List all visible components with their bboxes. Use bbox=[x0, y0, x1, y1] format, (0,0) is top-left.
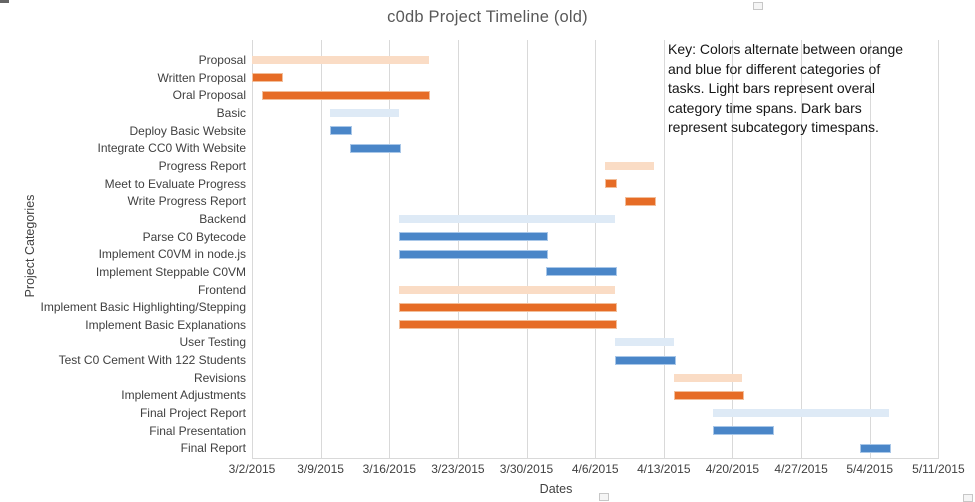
category-label: Progress Report bbox=[158, 158, 246, 173]
category-label: Frontend bbox=[197, 282, 246, 297]
gantt-bar bbox=[252, 56, 429, 64]
category-label: Implement Basic Highlighting/Stepping bbox=[40, 300, 246, 315]
category-label: Implement Basic Explanations bbox=[85, 317, 246, 332]
category-label: Test C0 Cement With 122 Students bbox=[58, 353, 246, 368]
category-label: Revisions bbox=[193, 370, 246, 385]
category-label: Deploy Basic Website bbox=[129, 123, 247, 138]
gantt-bar bbox=[605, 179, 617, 189]
x-axis-title: Dates bbox=[539, 482, 573, 496]
gantt-bar bbox=[399, 249, 549, 259]
gantt-bar bbox=[399, 285, 615, 294]
gantt-bar bbox=[399, 232, 549, 241]
key-annotation: Key: Colors alternate between orange and… bbox=[668, 41, 904, 135]
gantt-bar bbox=[614, 338, 674, 347]
slide-handle-icon bbox=[753, 2, 763, 10]
x-axis-tick-label: 3/9/2015 bbox=[297, 462, 344, 476]
gridline bbox=[801, 40, 803, 458]
category-label: Implement Adjustments bbox=[121, 388, 246, 403]
gantt-bar bbox=[330, 109, 399, 117]
gantt-bar bbox=[350, 143, 402, 153]
gantt-bar bbox=[605, 161, 654, 170]
y-axis-title: Project Categories bbox=[23, 194, 37, 298]
category-label: Backend bbox=[199, 211, 246, 226]
screenshot-edge-artifact bbox=[0, 0, 9, 3]
x-axis-tick-label: 4/13/2015 bbox=[637, 462, 691, 476]
chart-title: c0db Project Timeline (old) bbox=[387, 8, 588, 26]
gridline bbox=[526, 40, 528, 458]
category-label: Meet to Evaluate Progress bbox=[104, 176, 246, 191]
category-label: User Testing bbox=[179, 335, 246, 350]
x-axis-tick-label: 3/23/2015 bbox=[431, 462, 485, 476]
gridline bbox=[663, 40, 665, 458]
x-axis-tick-label: 5/4/2015 bbox=[846, 462, 894, 476]
category-label: Parse C0 Bytecode bbox=[142, 229, 246, 244]
gantt-bar bbox=[399, 320, 617, 330]
x-axis-tick-label: 4/27/2015 bbox=[774, 462, 828, 476]
gantt-bar bbox=[252, 73, 284, 83]
slide-handle-icon bbox=[599, 493, 609, 501]
gantt-bar bbox=[261, 90, 431, 100]
x-axis-tick-label: 3/16/2015 bbox=[362, 462, 416, 476]
gantt-bar bbox=[399, 214, 615, 223]
x-axis-tick-label: 4/20/2015 bbox=[705, 462, 760, 476]
x-axis-tick-label: 4/6/2015 bbox=[571, 462, 619, 476]
gridline bbox=[389, 40, 391, 458]
x-axis-line bbox=[252, 458, 939, 459]
gantt-bar bbox=[330, 126, 352, 136]
category-label: Written Proposal bbox=[157, 70, 246, 85]
category-label: Oral Proposal bbox=[172, 88, 246, 103]
category-label: Basic bbox=[216, 106, 246, 120]
x-axis-tick-label: 3/2/2015 bbox=[228, 462, 276, 476]
gantt-bar bbox=[399, 302, 617, 312]
category-label: Final Presentation bbox=[149, 423, 246, 438]
gantt-bar bbox=[546, 267, 617, 277]
slide-handle-icon bbox=[963, 494, 973, 502]
gantt-bar bbox=[712, 426, 774, 436]
gridline bbox=[732, 40, 734, 458]
category-label: Write Progress Report bbox=[127, 194, 246, 209]
gantt-bar bbox=[673, 390, 745, 400]
gridline bbox=[595, 40, 597, 458]
gantt-bar bbox=[712, 409, 890, 417]
x-axis-tick-label: 5/11/2015 bbox=[912, 462, 965, 476]
category-label: Final Report bbox=[180, 441, 246, 456]
category-label: Final Project Report bbox=[139, 406, 246, 420]
category-label: Integrate CC0 With Website bbox=[97, 141, 246, 156]
gantt-bar bbox=[624, 196, 656, 206]
category-label: Implement Steppable C0VM bbox=[95, 264, 246, 279]
gridline bbox=[938, 40, 940, 458]
gridline bbox=[869, 40, 871, 458]
gantt-bar bbox=[859, 443, 892, 453]
gridline bbox=[252, 40, 253, 458]
gantt-bar bbox=[614, 355, 676, 365]
gridline bbox=[457, 40, 459, 458]
gridline bbox=[320, 40, 322, 458]
category-label: Implement C0VM in node.js bbox=[98, 247, 246, 262]
x-axis-tick-label: 3/30/2015 bbox=[499, 462, 554, 476]
category-label: Proposal bbox=[198, 53, 246, 67]
gantt-bar bbox=[673, 373, 743, 382]
